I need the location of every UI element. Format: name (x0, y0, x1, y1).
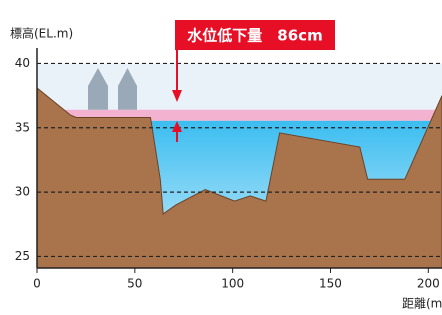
x-tick-label: 150 (319, 277, 342, 291)
annotation: 水位低下量 86cm (187, 27, 322, 45)
chart: 25 30 35 40 0 50 100 150 200 標高(EL.m) 距離(m 水位低下量… (0, 0, 442, 315)
x-axis-label: 距離(m (402, 297, 442, 311)
x-tick-label: 100 (221, 277, 244, 291)
x-tick-label: 0 (33, 277, 41, 291)
x-tick-label: 50 (127, 277, 142, 291)
y-tick-label: 40 (15, 56, 30, 70)
y-tick-label: 30 (15, 185, 30, 199)
above-background (37, 48, 442, 63)
y-tick-label: 25 (15, 249, 30, 263)
y-axis-label: 標高(EL.m) (10, 26, 73, 41)
y-tick-label: 35 (15, 120, 30, 134)
x-tick-label: 200 (417, 277, 440, 291)
